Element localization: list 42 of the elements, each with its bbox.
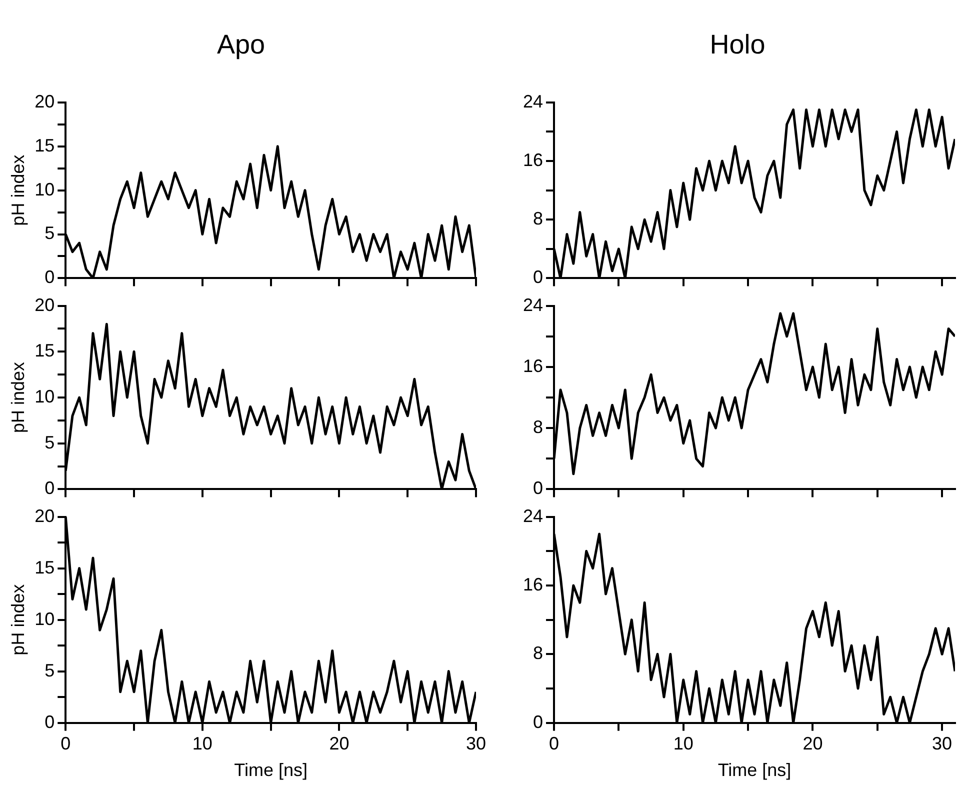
y-tick-label: 20 — [34, 506, 55, 526]
y-tick-label: 5 — [44, 432, 55, 452]
x-tick-label: 0 — [60, 734, 71, 754]
y-tick-label: 0 — [44, 712, 55, 732]
y-tick-label: 20 — [34, 91, 55, 112]
y-tick-label: 16 — [522, 356, 544, 376]
y-tick-label: 24 — [522, 506, 544, 526]
x-axis-title: Time [ns] — [234, 760, 308, 780]
y-axis-title: pH index — [8, 584, 28, 656]
y-tick-label: 0 — [533, 267, 544, 288]
y-tick-label: 10 — [34, 386, 55, 406]
y-tick-label: 8 — [533, 417, 544, 438]
x-tick-label: 20 — [329, 734, 350, 754]
y-tick-label: 0 — [533, 712, 544, 732]
y-tick-label: 16 — [522, 574, 544, 594]
y-tick-label: 15 — [34, 340, 55, 361]
y-tick-label: 10 — [34, 179, 55, 200]
x-tick-label: 30 — [466, 734, 486, 754]
y-tick-label: 15 — [34, 135, 55, 156]
y-axis-title: pH index — [8, 362, 28, 434]
y-tick-label: 24 — [522, 294, 544, 315]
y-tick-label: 16 — [522, 150, 544, 170]
x-tick-label: 10 — [673, 734, 694, 754]
y-tick-label: 20 — [34, 294, 55, 315]
y-tick-label: 0 — [44, 267, 55, 288]
x-axis-title: Time [ns] — [718, 760, 792, 780]
y-tick-label: 5 — [44, 660, 55, 680]
chart-title: Apo — [216, 30, 266, 60]
chart-title: Holo — [710, 30, 766, 60]
x-tick-label: 0 — [549, 734, 560, 754]
y-tick-label: 5 — [44, 223, 55, 244]
x-tick-label: 30 — [932, 734, 952, 754]
y-axis-title: pH index — [8, 154, 28, 226]
y-tick-label: 0 — [533, 478, 544, 498]
x-tick-label: 10 — [192, 734, 212, 754]
y-tick-label: 8 — [533, 643, 544, 664]
y-tick-label: 24 — [522, 91, 544, 112]
y-tick-label: 15 — [34, 557, 55, 578]
y-tick-label: 10 — [34, 608, 55, 629]
y-tick-label: 0 — [44, 478, 55, 498]
x-tick-label: 20 — [802, 734, 823, 754]
y-tick-label: 8 — [533, 208, 544, 229]
